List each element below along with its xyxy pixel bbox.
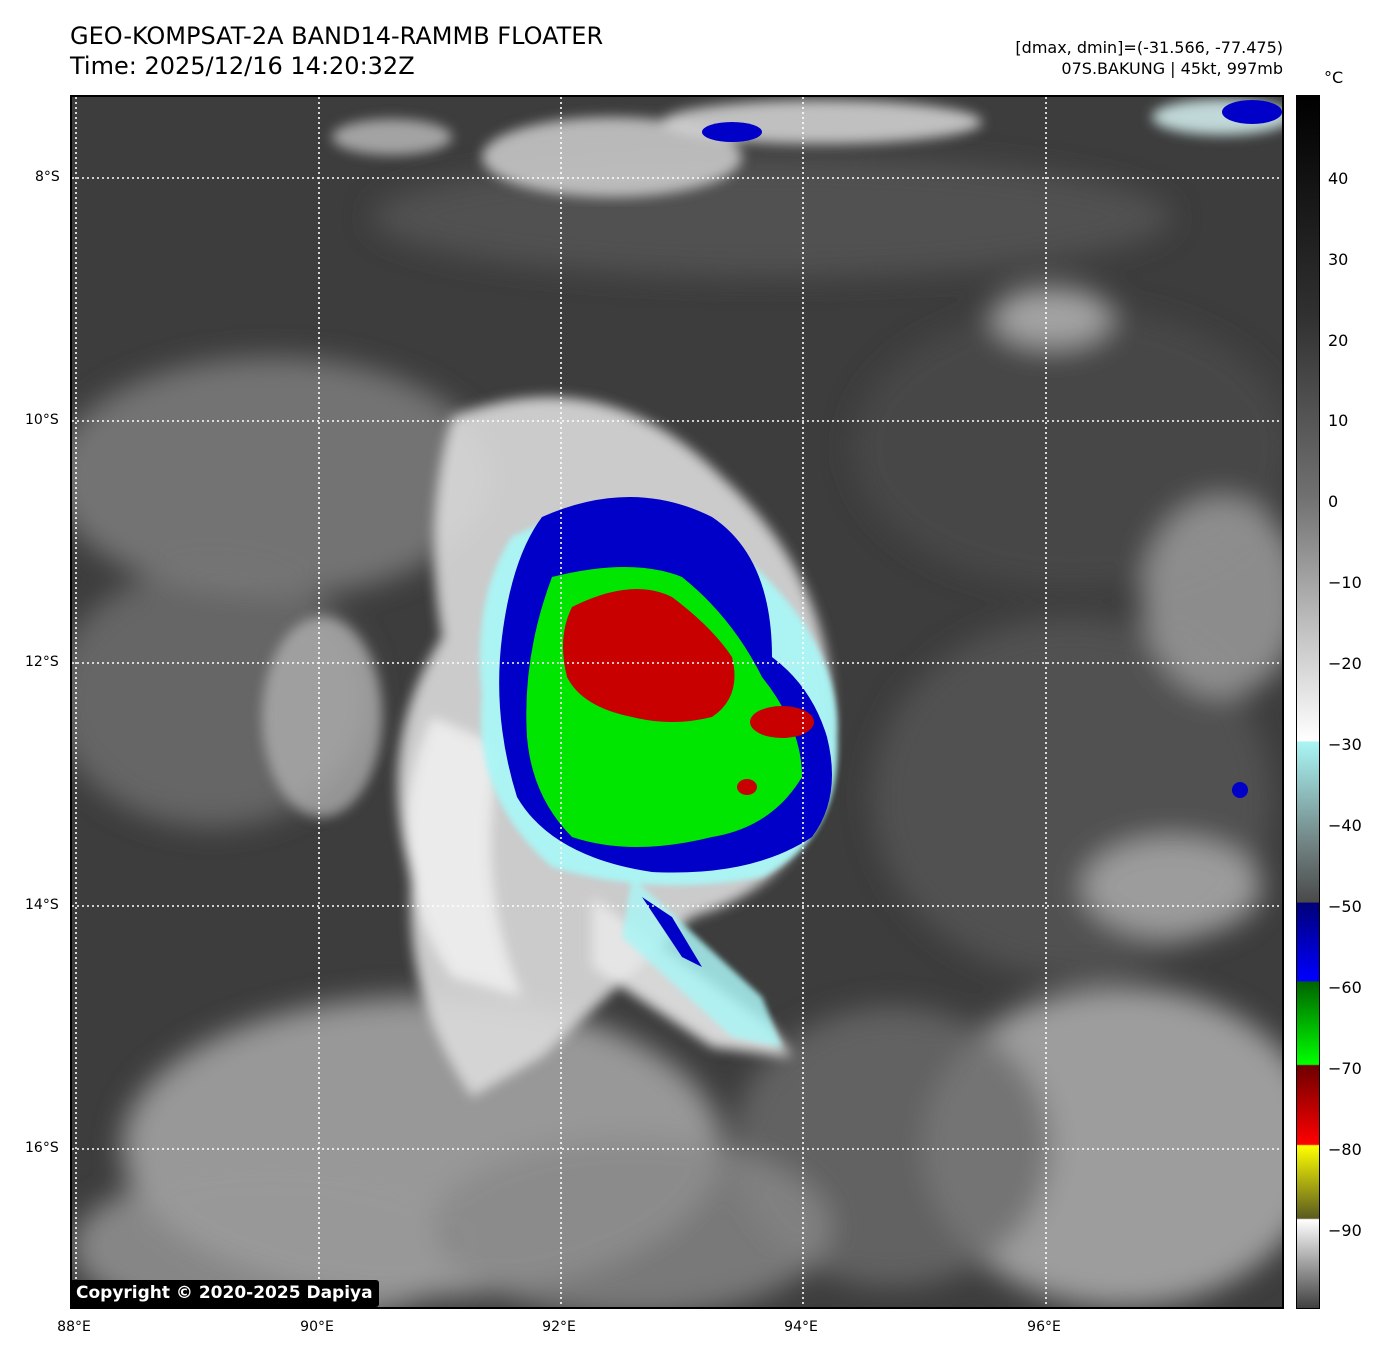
colorbar-tick: 0 <box>1328 492 1339 511</box>
temperature-range: [dmax, dmin]=(-31.566, -77.475) <box>1015 38 1283 57</box>
copyright-badge: Copyright © 2020-2025 Dapiya <box>70 1280 379 1307</box>
colorbar-tick: −10 <box>1328 573 1362 592</box>
satellite-map[interactable] <box>70 95 1284 1309</box>
colorbar-tick: 30 <box>1328 250 1349 269</box>
storm-info: 07S.BAKUNG | 45kt, 997mb <box>1061 59 1283 78</box>
lon-label: 94°E <box>784 1319 818 1335</box>
colorbar-tick: −90 <box>1328 1221 1362 1240</box>
colorbar-tick: −80 <box>1328 1140 1362 1159</box>
colorbar-tick: −60 <box>1328 978 1362 997</box>
colorbar-tick: −30 <box>1328 735 1362 754</box>
colorbar-tick: 10 <box>1328 411 1349 430</box>
colorbar-tick: −20 <box>1328 654 1362 673</box>
lon-label: 90°E <box>300 1319 334 1335</box>
very-cold-core-red <box>563 589 735 722</box>
timestamp: Time: 2025/12/16 14:20:32Z <box>70 52 415 80</box>
lat-label: 12°S <box>25 654 59 670</box>
colorbar-tick: 40 <box>1328 169 1349 188</box>
colorbar-tick: −40 <box>1328 816 1362 835</box>
lon-label: 88°E <box>57 1319 91 1335</box>
lat-label: 16°S <box>25 1140 59 1156</box>
temperature-colorbar <box>1296 95 1320 1309</box>
lat-label: 10°S <box>25 412 59 428</box>
lon-label: 96°E <box>1027 1319 1061 1335</box>
lon-label: 92°E <box>542 1319 576 1335</box>
lat-label: 8°S <box>35 169 60 185</box>
chart-title: GEO-KOMPSAT-2A BAND14-RAMMB FLOATER <box>70 22 604 50</box>
graticule <box>72 97 1282 1307</box>
lat-label: 14°S <box>25 897 59 913</box>
colorbar-tick: 20 <box>1328 331 1349 350</box>
background-clouds <box>72 157 1282 1307</box>
colorbar-unit: °C <box>1324 68 1344 87</box>
satellite-imagery <box>72 97 1282 1307</box>
colorbar-tick: −70 <box>1328 1059 1362 1078</box>
colorbar-tick: −50 <box>1328 897 1362 916</box>
